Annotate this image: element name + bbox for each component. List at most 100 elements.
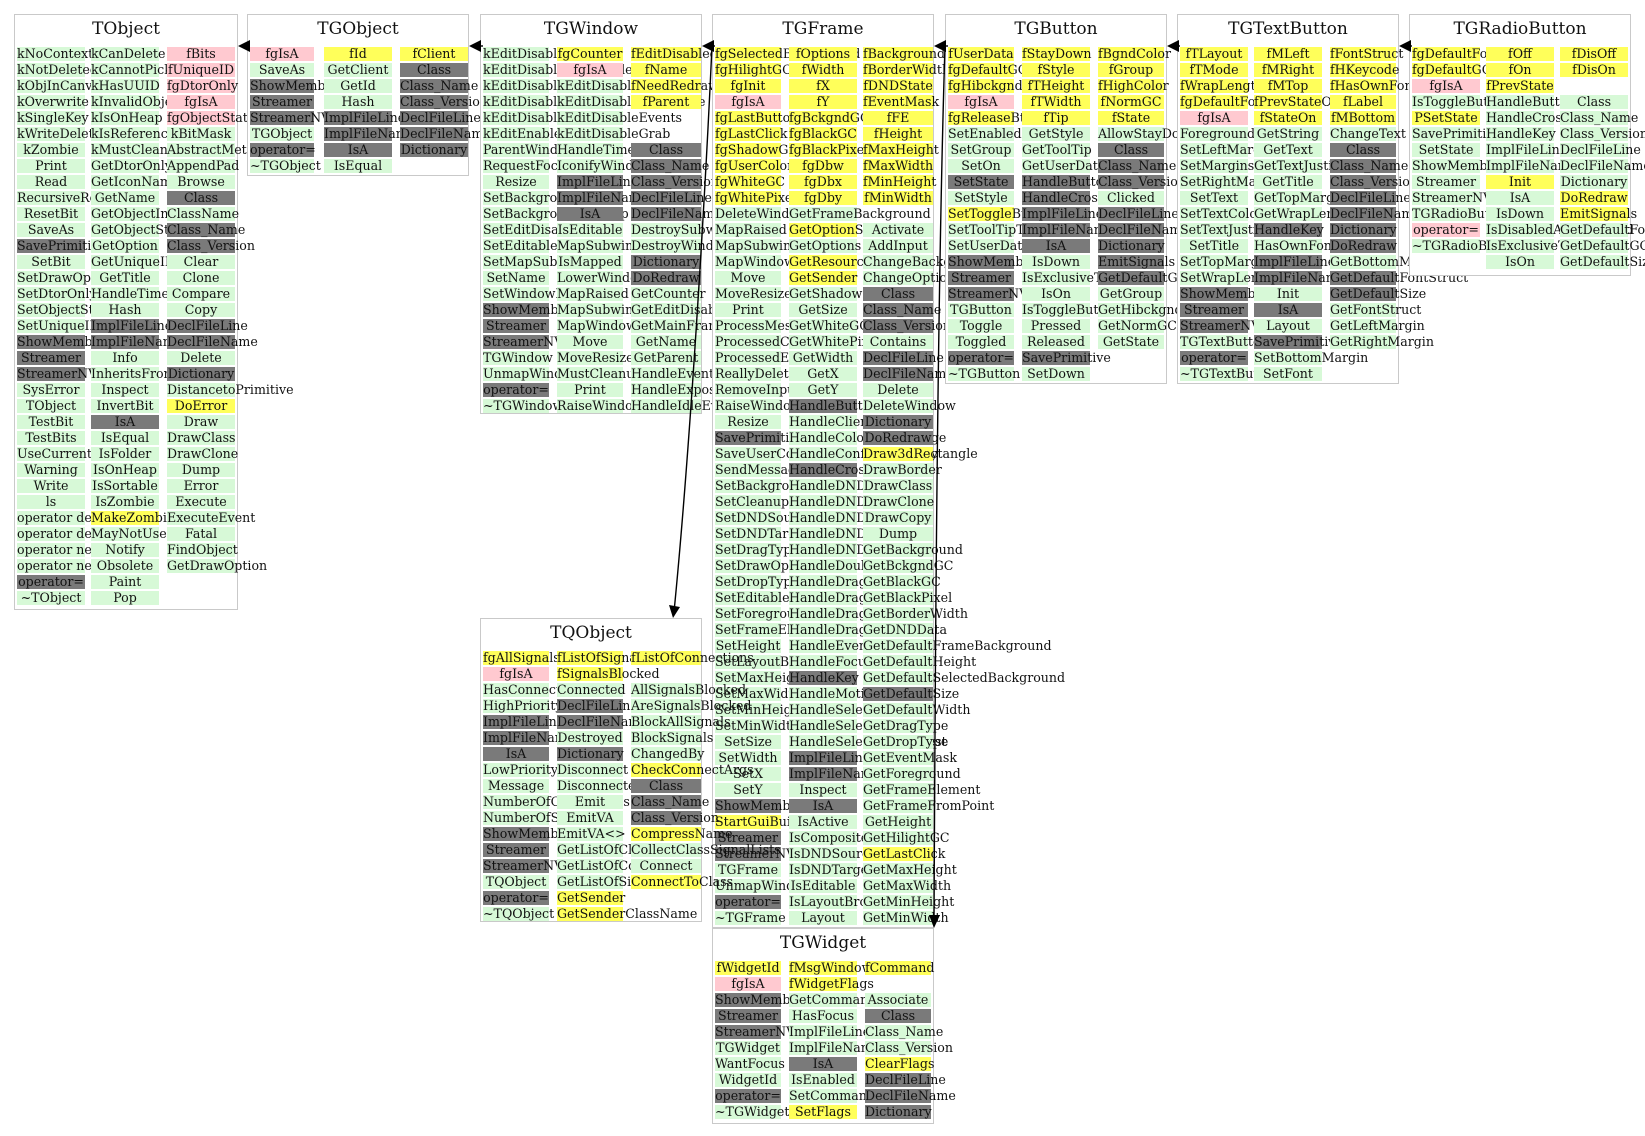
member-item: fgIsA: [250, 47, 314, 61]
class-title: TGTextButton: [1228, 19, 1348, 39]
member-item: HandleSelectionRequest: [789, 735, 947, 749]
member-label: kNotDeleted: [17, 62, 98, 77]
member-item: GetBckgndGC: [863, 559, 953, 573]
member-label: HandleKey: [1486, 126, 1556, 141]
member-label: IsA: [1509, 190, 1531, 205]
member-label: RaiseWindow: [715, 398, 802, 413]
member-label: IsA: [579, 206, 601, 221]
member-item: DeclFileName: [631, 207, 722, 221]
member-item: Class: [167, 191, 235, 205]
member-item: Streamer: [715, 1009, 781, 1023]
class-title: TQObject: [550, 623, 632, 643]
member-label: SetState: [953, 174, 1009, 189]
member-item: Dump: [863, 527, 933, 541]
member-label: RaiseWindow: [557, 398, 644, 413]
member-label: fgIsA: [184, 94, 218, 109]
member-label: GetTextJustify: [1254, 158, 1345, 173]
member-item: fgShadowGC: [715, 143, 798, 157]
member-label: Contains: [869, 334, 927, 349]
member-label: SetText: [1189, 190, 1239, 205]
class-title: TGObject: [317, 19, 399, 39]
member-item: ExecuteEvent: [167, 511, 255, 525]
member-label: ~TGFrame: [715, 910, 786, 925]
member-label: fgHilightGC: [715, 62, 792, 77]
member-label: WidgetId: [718, 1072, 778, 1087]
member-item: operator delete: [17, 511, 116, 525]
member-label: GetName: [94, 190, 156, 205]
member-label: Released: [1027, 334, 1085, 349]
member-label: SavePrimitive: [715, 430, 804, 445]
member-item: fgLastButton: [715, 111, 798, 125]
member-item: ~TGButton: [948, 367, 1020, 381]
member-item: Class_Name: [865, 1025, 943, 1039]
member-label: DeclFileLine: [1330, 190, 1411, 205]
member-label: Class_Name: [865, 1024, 944, 1039]
member-label: fgHibckgndGC: [948, 78, 1043, 93]
member-label: GetBorderWidth: [863, 606, 968, 621]
member-item: Disconnected: [557, 779, 644, 793]
member-item: EmitVA: [557, 811, 623, 825]
member-item: HandleColormapChange: [789, 431, 946, 445]
member-item: IsA: [91, 415, 159, 429]
member-item: TQObject: [483, 875, 549, 889]
member-label: fGroup: [1108, 62, 1154, 77]
member-item: MoveResize: [557, 351, 634, 365]
member-item: IsOn: [1486, 255, 1554, 269]
member-item: SetFont: [1254, 367, 1322, 381]
member-item: GetShadowGC: [789, 287, 882, 301]
member-item: ClearFlags: [865, 1057, 934, 1071]
member-item: fEditDisabled: [631, 47, 718, 61]
member-label: fId: [349, 46, 367, 61]
member-label: kEditDisableEvents: [557, 110, 683, 125]
member-label: GetHilightGC: [863, 830, 950, 845]
member-label: DeclFileName: [631, 206, 722, 221]
member-item: Streamer: [483, 319, 549, 333]
member-item: SetEditable: [483, 239, 558, 253]
member-label: Class_Name: [1560, 110, 1639, 125]
member-label: Clear: [183, 254, 219, 269]
member-label: SetLeftMargin: [1180, 142, 1274, 157]
member-label: EmitSignals: [1560, 206, 1638, 221]
member-label: SavePrimitive: [1022, 350, 1111, 365]
member-label: fListOfConnections: [631, 650, 754, 665]
member-label: fHKeycode: [1330, 62, 1400, 77]
member-item: Class: [1330, 143, 1396, 157]
member-label: operator=: [715, 894, 781, 909]
member-item: GetDefaultWidth: [863, 703, 970, 717]
member-item: AppendPad: [167, 159, 239, 173]
member-item: ImplFileName: [483, 731, 574, 745]
member-item: SetCleanup: [715, 495, 789, 509]
member-label: fDNDState: [863, 78, 933, 93]
member-item: fHasOwnFont: [1330, 79, 1418, 93]
member-label: fState: [1111, 110, 1151, 125]
member-label: fUniqueID: [167, 62, 235, 77]
member-label: DrawClass: [863, 478, 933, 493]
member-item: Class_Version: [400, 95, 488, 109]
member-label: CompressName: [631, 826, 733, 841]
member-label: Class_Version: [631, 810, 719, 825]
member-label: Disconnected: [557, 778, 644, 793]
member-label: IsDown: [1495, 206, 1544, 221]
member-label: IsEditable: [557, 222, 623, 237]
member-item: HandleDNDLeave: [789, 527, 904, 541]
member-label: GetState: [1102, 334, 1160, 349]
member-item: GetIconName: [91, 175, 179, 189]
member-label: kZombie: [23, 142, 79, 157]
member-label: DrawClone: [167, 446, 239, 461]
member-item: GetMinWidth: [863, 911, 949, 925]
member-label: Dictionary: [400, 142, 468, 157]
class-box-TGWidget: TGWidget fWidgetId fgIsA ShowMembers Stream…: [712, 928, 956, 1124]
member-item: IsEditable: [557, 223, 623, 237]
member-label: GetTitle: [1262, 174, 1314, 189]
member-label: SetMinHeight: [715, 702, 805, 717]
member-label: fTWidth: [1030, 94, 1082, 109]
member-item: HandleButton: [1022, 175, 1111, 189]
member-label: SetTextJustify: [1180, 222, 1269, 237]
member-item: TGRadioButton: [1412, 207, 1511, 221]
member-item: SetMapSubwindows: [483, 255, 613, 269]
member-item: ImplFileLine: [1022, 207, 1103, 221]
member-label: Obsolete: [96, 558, 154, 573]
member-item: fMinWidth: [863, 191, 933, 205]
member-item: kEditDisableGrab: [557, 127, 670, 141]
member-label: GetName: [635, 334, 697, 349]
